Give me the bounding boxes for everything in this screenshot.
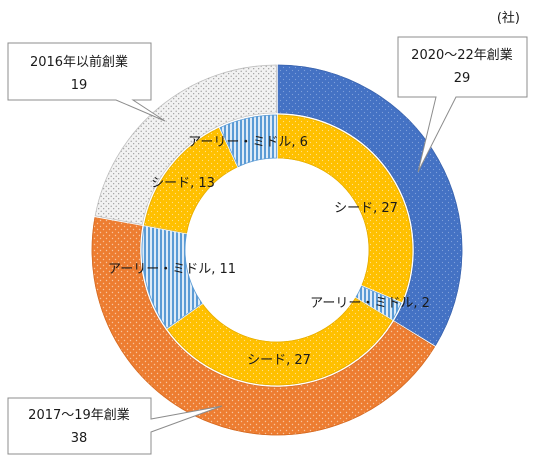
callout-label-2017-19: 2017〜19年創業 bbox=[28, 407, 130, 423]
inner-label-5: アーリー・ミドル, 6 bbox=[188, 135, 308, 150]
callout-value-2020-22: 29 bbox=[454, 71, 471, 86]
inner-slice-edge-2 bbox=[166, 297, 393, 386]
outer-slice-edge-2 bbox=[94, 64, 277, 226]
unit-label: (社) bbox=[497, 10, 520, 26]
inner-label-2: シード, 27 bbox=[247, 353, 311, 368]
callout-label-2020-22: 2020〜22年創業 bbox=[411, 47, 513, 63]
outer-slice-edge-1 bbox=[91, 216, 436, 436]
callout-box-2017-19 bbox=[7, 397, 223, 455]
callout-box-2016 bbox=[7, 42, 166, 122]
inner-label-0: シード, 27 bbox=[334, 201, 398, 216]
callout-value-2016: 19 bbox=[71, 78, 88, 93]
callout-value-2017-19: 38 bbox=[71, 431, 88, 446]
callout-lines bbox=[7, 36, 528, 455]
inner-label-3: アーリー・ミドル, 11 bbox=[108, 262, 236, 277]
inner-label-1: アーリー・ミドル, 2 bbox=[310, 296, 430, 311]
callout-box-2020-22 bbox=[397, 36, 528, 173]
slices-layer bbox=[90, 63, 464, 437]
inner-slice-edge-5 bbox=[219, 114, 278, 168]
callout-label-2016: 2016年以前創業 bbox=[30, 54, 128, 70]
inner-slice-edge-0 bbox=[276, 114, 413, 303]
outer-slice-edge-0 bbox=[277, 64, 463, 347]
inner-label-4: シード, 13 bbox=[151, 176, 215, 191]
